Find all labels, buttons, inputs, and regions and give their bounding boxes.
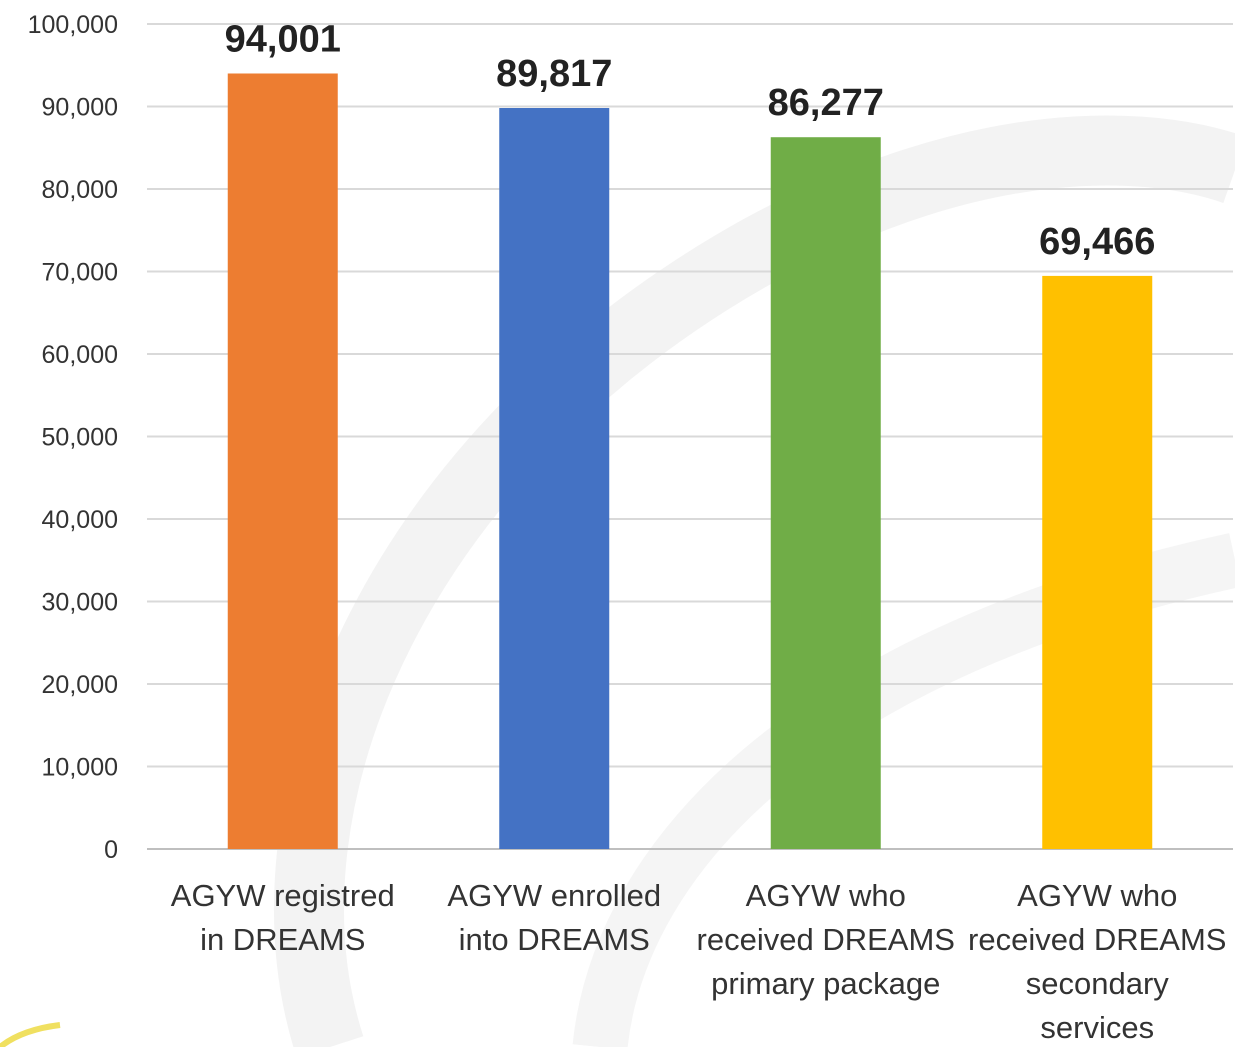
data-labels: 94,001 89,817 86,277 69,466 <box>225 18 1156 262</box>
y-tick-label: 80,000 <box>42 176 118 204</box>
x-category-label: AGYW who received DREAMS secondary services <box>968 878 1226 1045</box>
bar <box>1042 275 1153 849</box>
data-label: 69,466 <box>1039 221 1155 263</box>
y-tick-label: 20,000 <box>42 671 118 699</box>
y-tick-label: 100,000 <box>28 11 118 39</box>
x-category-label: AGYW enrolled into DREAMS <box>447 878 661 957</box>
x-category-label: AGYW registred in DREAMS <box>171 878 395 957</box>
data-label: 94,001 <box>225 18 341 60</box>
bar <box>227 73 338 849</box>
y-tick-label: 90,000 <box>42 94 118 122</box>
y-axis-ticks: 0 10,000 20,000 30,000 40,000 50,000 60,000 70,… <box>28 11 118 864</box>
bar <box>499 108 610 849</box>
y-tick-label: 50,000 <box>42 424 118 452</box>
y-tick-label: 10,000 <box>42 754 118 782</box>
x-axis-categories: AGYW registred in DREAMS AGYW enrolled into… <box>171 878 1227 1045</box>
bars <box>227 73 1153 850</box>
y-tick-label: 70,000 <box>42 259 118 287</box>
data-label: 89,817 <box>496 53 612 95</box>
x-category-label: AGYW who received DREAMS primary package <box>697 878 955 1001</box>
y-tick-label: 30,000 <box>42 589 118 617</box>
y-tick-label: 40,000 <box>42 506 118 534</box>
bar <box>770 137 881 850</box>
y-tick-label: 60,000 <box>42 341 118 369</box>
y-tick-label: 0 <box>104 836 118 864</box>
data-label: 86,277 <box>768 82 884 124</box>
